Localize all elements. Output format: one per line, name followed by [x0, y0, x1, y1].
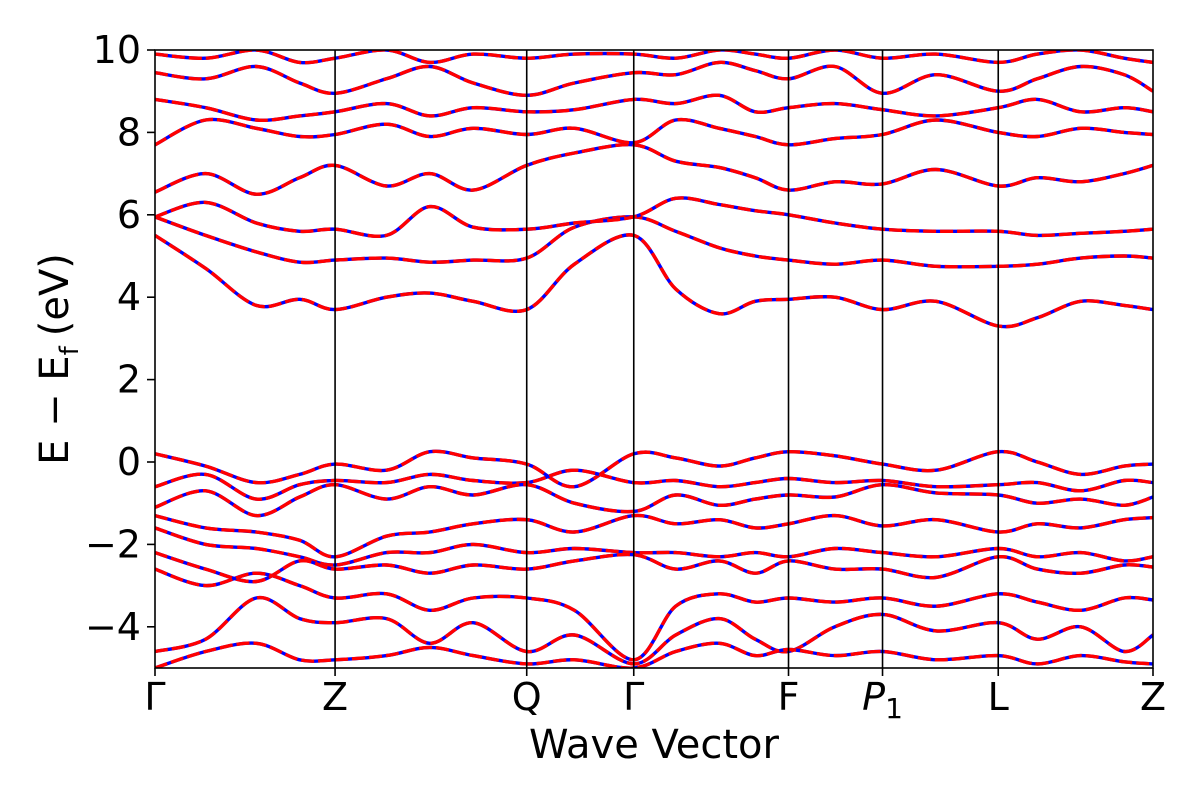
x-tick-label: Γ [623, 675, 644, 719]
x-tick-label: Z [1140, 675, 1166, 719]
band-5-red-dashed-line [155, 93, 1153, 122]
x-tick-label: P1 [862, 675, 903, 725]
band-10-red-dashed-line [155, 482, 1153, 518]
x-tick-label: Q [512, 675, 542, 719]
y-tick-label: 4 [117, 275, 141, 319]
band-1-red-dashed-line [155, 215, 1153, 269]
band-3-red-dashed-line [155, 142, 1153, 196]
high-symmetry-lines [334, 50, 1000, 668]
x-axis-title: Wave Vector [529, 722, 780, 768]
band-10-blue-line [155, 482, 1153, 518]
band-0-blue-line [155, 233, 1153, 329]
band-12-red-dashed-line [155, 526, 1153, 567]
plot-frame [154, 49, 1154, 669]
y-tick-label: −4 [85, 605, 141, 649]
band-1-blue-line [155, 215, 1153, 269]
band-9-red-dashed-line [155, 468, 1153, 501]
band-14-red-dashed-line [155, 567, 1153, 662]
band-8-red-dashed-line [155, 449, 1153, 489]
x-tick-label: Γ [144, 675, 165, 719]
y-tick-label: 6 [117, 193, 141, 237]
y-axis-title: E − Ef(eV) [32, 253, 85, 465]
band-13-red-dashed-line [155, 550, 1153, 584]
band-14-blue-line [155, 567, 1153, 662]
y-tick-label: 0 [117, 440, 141, 484]
band-7-red-dashed-line [155, 50, 1153, 65]
band-11-blue-line [155, 513, 1153, 559]
x-axis-ticks: Γ Z Q Γ F P1 L Z [144, 668, 1166, 725]
band-16-red-dashed-line [155, 641, 1153, 668]
y-tick-label: 2 [117, 358, 141, 402]
band-6-red-dashed-line [155, 60, 1153, 98]
band-4-red-dashed-line [155, 117, 1153, 147]
band-lines [155, 50, 1153, 668]
y-tick-label: −2 [85, 522, 141, 566]
x-tick-label: L [988, 675, 1009, 719]
band-2-red-dashed-line [155, 196, 1153, 238]
band-11-red-dashed-line [155, 513, 1153, 559]
band-15-red-dashed-line [155, 596, 1153, 666]
x-tick-label: F [778, 675, 800, 719]
y-tick-label: 8 [117, 110, 141, 154]
y-tick-label: 10 [93, 28, 141, 72]
y-axis-ticks: −4 −2 0 2 4 6 8 10 [85, 28, 155, 649]
x-tick-label: Z [322, 675, 348, 719]
band-0-red-dashed-line [155, 233, 1153, 329]
